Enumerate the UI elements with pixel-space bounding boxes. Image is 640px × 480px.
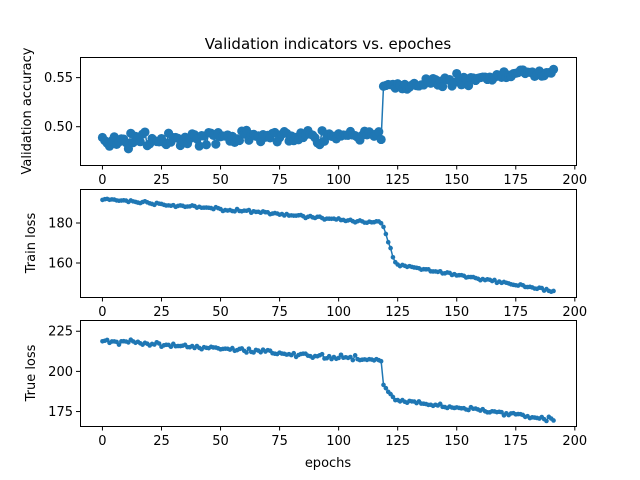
data-point [390,394,396,400]
y-tick-label: 0.50 [44,120,73,135]
x-tick-label: 150 [444,173,469,188]
axes-frame [80,189,577,298]
series-markers [97,64,559,154]
x-tick-label: 100 [326,173,351,188]
x-tick-label: 100 [326,305,351,320]
subplot-1: 0 25 50 75 100 125 150 175 200 0.50 0.55 Validation… [20,47,587,188]
x-tick-label: 25 [153,434,170,449]
x-tick-label: 125 [385,305,410,320]
data-point [211,139,221,149]
data-point [551,288,556,294]
x-tick-label: 25 [153,305,170,320]
x-tick-label: 175 [503,305,528,320]
data-point [116,342,122,347]
x-tick-label: 175 [503,434,528,449]
x-tick-label: 150 [444,305,469,320]
x-tick-label: 75 [271,434,288,449]
y-axis-label: Validation accuracy [20,47,35,174]
axes-frame [80,57,577,166]
data-point [234,135,245,146]
x-tick-label: 125 [385,434,410,449]
x-tick-label: 50 [212,434,229,449]
data-point [437,81,448,92]
x-tick-label: 200 [562,434,587,449]
data-point [378,220,384,226]
data-point [385,239,391,245]
x-tick-label: 0 [98,173,106,188]
x-tick-label: 200 [562,305,587,320]
x-tick-label: 75 [271,173,288,188]
x-tick-label: 75 [271,305,288,320]
data-point [544,418,549,424]
x-tick-label: 200 [562,173,587,188]
y-axis-label: True loss [24,344,39,402]
x-tick-label: 0 [98,305,106,320]
data-point [383,231,389,237]
y-tick-label: 200 [48,365,73,380]
subplot-2: 0 25 50 75 100 125 150 175 200 160 180 Train loss [24,189,587,320]
figure-title: Validation indicators vs. epoches [205,35,452,53]
x-tick-label: 25 [153,173,170,188]
data-point [319,351,325,357]
x-axis-label: epochs [305,456,352,471]
x-tick-label: 50 [212,173,229,188]
data-point [378,358,384,364]
data-point [156,341,162,346]
data-point [246,346,252,351]
x-tick-label: 150 [444,434,469,449]
data-point [291,350,297,356]
data-point [388,245,393,251]
data-point [194,141,204,151]
x-tick-label: 100 [326,434,351,449]
axes-frame [80,320,577,427]
data-point [551,418,556,423]
series-markers [100,337,556,424]
x-tick-label: 125 [385,173,410,188]
data-point [390,254,396,260]
data-point [548,64,559,75]
data-point [336,355,341,361]
y-tick-label: 175 [48,405,73,420]
data-point [376,134,386,145]
data-point [350,357,356,363]
x-tick-label: 0 [98,434,106,449]
y-tick-label: 160 [48,257,73,272]
data-point [463,81,474,91]
data-point [244,350,249,355]
data-point [499,409,504,415]
data-point [383,385,389,391]
data-point [381,382,386,388]
data-point [374,127,384,137]
subplot-3: 0 25 50 75 100 125 150 175 200 175 200 225 True loss… [24,320,587,471]
data-point [140,127,150,137]
data-point [201,140,211,150]
data-point [352,353,358,358]
y-tick-label: 225 [48,325,73,340]
y-axis-label: Train loss [24,213,39,275]
y-tick-label: 0.55 [44,71,73,86]
y-tick-label: 180 [48,217,73,232]
data-point [135,137,145,147]
data-point [381,224,386,230]
x-tick-label: 50 [212,305,229,320]
series-markers [100,196,556,295]
x-tick-label: 175 [503,173,528,188]
